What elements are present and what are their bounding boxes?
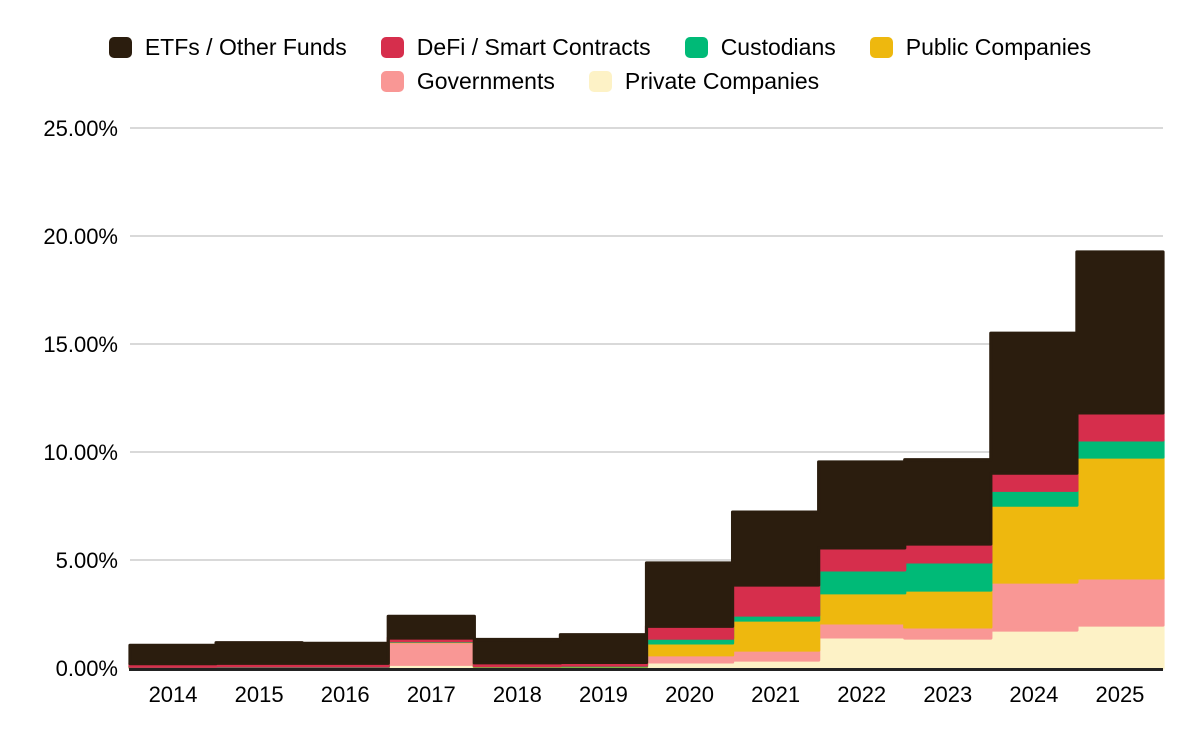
legend-label-custodians: Custodians: [720, 34, 836, 60]
legend-swatch-etfs-other-funds: [108, 37, 132, 58]
x-axis-tick-label-2025: 2025: [1095, 682, 1144, 707]
x-axis-tick-label-2023: 2023: [923, 682, 972, 707]
x-axis-tick-label-2024: 2024: [1009, 682, 1058, 707]
legend-swatch-governments: [380, 71, 404, 92]
y-axis-tick-label-0.00%: 0.00%: [56, 656, 118, 681]
y-axis-tick-label-20.00%: 20.00%: [43, 224, 118, 249]
legend-item-private-companies: Private Companies: [588, 65, 820, 98]
legend-label-private-companies: Private Companies: [624, 68, 820, 94]
y-axis-tick-label-10.00%: 10.00%: [43, 440, 118, 465]
x-axis-tick-label-2015: 2015: [235, 682, 284, 707]
x-axis-tick-label-2019: 2019: [579, 682, 628, 707]
x-axis-tick-label-2020: 2020: [665, 682, 714, 707]
legend-label-governments: Governments: [416, 68, 555, 94]
chart-legend: ETFs / Other Funds DeFi / Smart Contracts…: [70, 31, 1130, 98]
legend-label-etfs-other-funds: ETFs / Other Funds: [144, 34, 347, 60]
series-area-etfs-other-funds: [128, 250, 1165, 666]
legend-item-governments: Governments: [380, 65, 555, 98]
legend-swatch-custodians: [684, 37, 708, 58]
x-axis-tick-label-2021: 2021: [751, 682, 800, 707]
x-axis-tick-label-2022: 2022: [837, 682, 886, 707]
legend-swatch-defi-smart-contracts: [380, 37, 404, 58]
legend-item-etfs-other-funds: ETFs / Other Funds: [108, 31, 347, 64]
legend-label-public-companies: Public Companies: [905, 34, 1092, 60]
legend-swatch-private-companies: [588, 71, 612, 92]
legend-item-public-companies: Public Companies: [869, 31, 1092, 64]
legend-label-defi-smart-contracts: DeFi / Smart Contracts: [416, 34, 651, 60]
legend-swatch-public-companies: [869, 37, 893, 58]
x-axis-tick-label-2018: 2018: [493, 682, 542, 707]
x-axis-tick-label-2016: 2016: [321, 682, 370, 707]
y-axis-tick-label-5.00%: 5.00%: [56, 548, 118, 573]
legend-item-custodians: Custodians: [684, 31, 836, 64]
y-axis-tick-label-25.00%: 25.00%: [43, 116, 118, 141]
legend-item-defi-smart-contracts: DeFi / Smart Contracts: [380, 31, 651, 64]
x-axis-tick-label-2014: 2014: [149, 682, 198, 707]
x-axis-tick-label-2017: 2017: [407, 682, 456, 707]
y-axis-tick-label-15.00%: 15.00%: [43, 332, 118, 357]
